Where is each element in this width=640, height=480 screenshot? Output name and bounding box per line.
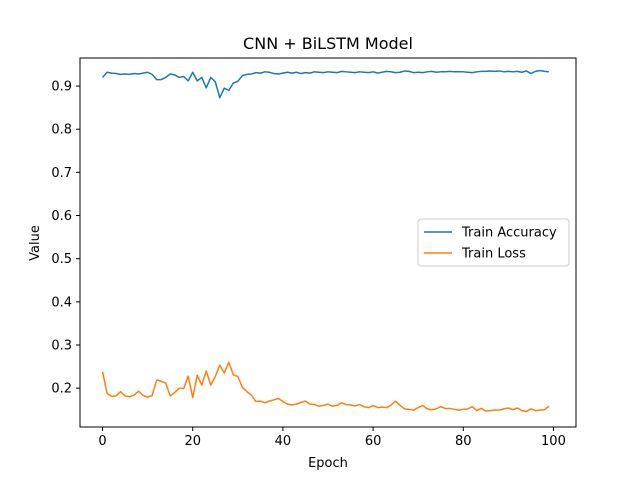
x-axis-title: Epoch <box>308 456 348 471</box>
y-tick-label: 0.9 <box>51 80 72 95</box>
y-tick-label: 0.3 <box>51 339 72 354</box>
series-line-0 <box>101 69 550 99</box>
y-axis-title: Value <box>28 225 43 261</box>
y-tick-label: 0.6 <box>51 209 72 224</box>
x-tick-label: 0 <box>98 434 106 449</box>
plot-series <box>101 69 550 413</box>
x-tick-label: 20 <box>184 434 201 449</box>
legend: Train Accuracy Train Loss <box>417 218 570 267</box>
series-line-1 <box>101 361 550 413</box>
legend-box <box>417 218 570 267</box>
legend-label-0: Train Accuracy <box>461 226 557 241</box>
x-axis: 0 20 40 60 80 100 <box>98 427 566 449</box>
x-tick-label: 40 <box>275 434 292 449</box>
y-tick-label: 0.7 <box>51 166 72 181</box>
y-tick-label: 0.2 <box>51 382 72 397</box>
plot-frame <box>79 57 577 428</box>
y-tick-label: 0.4 <box>51 295 72 310</box>
x-tick-label: 100 <box>541 434 566 449</box>
chart-title: CNN + BiLSTM Model <box>243 34 413 53</box>
x-tick-label: 80 <box>455 434 472 449</box>
x-tick-label: 60 <box>365 434 382 449</box>
y-tick-label: 0.5 <box>51 252 72 267</box>
y-axis: 0.2 0.3 0.4 0.5 0.6 0.7 0.8 0.9 <box>51 80 80 397</box>
legend-label-1: Train Loss <box>461 247 526 262</box>
y-tick-label: 0.8 <box>51 123 72 138</box>
